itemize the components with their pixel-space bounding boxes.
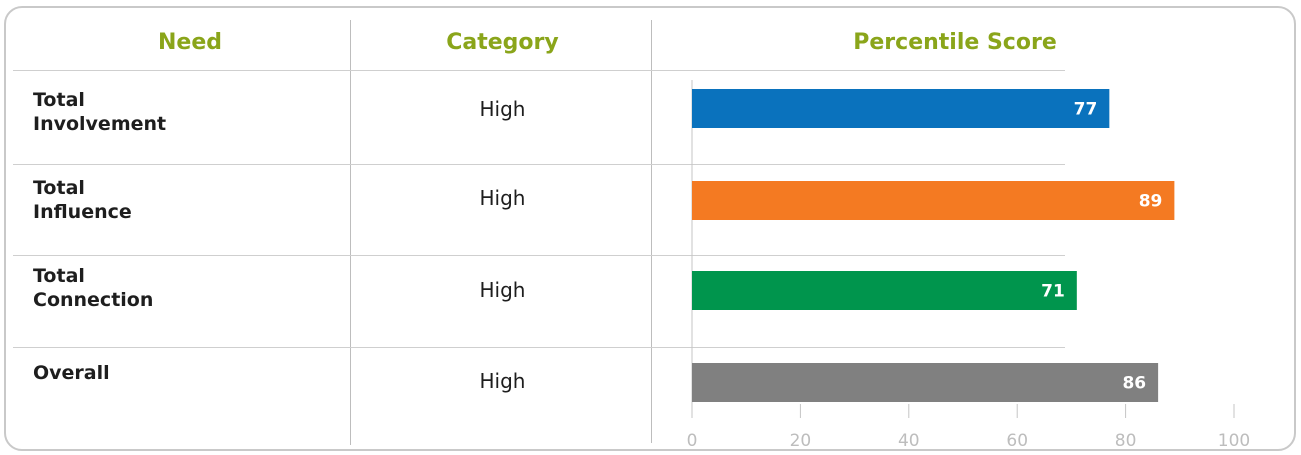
header-percentile-score: Percentile Score xyxy=(853,30,1057,55)
x-tick-label: 80 xyxy=(1115,431,1137,451)
header-category: Category xyxy=(446,30,559,55)
bar xyxy=(692,181,1175,220)
row-divider xyxy=(13,70,1065,71)
category-value: High xyxy=(479,278,526,302)
bar xyxy=(692,89,1110,128)
need-label-line1: Total xyxy=(33,265,85,287)
bar-data-label: 89 xyxy=(1139,192,1163,212)
need-label-line1: Total xyxy=(33,89,85,111)
need-label: Total Connection xyxy=(33,264,153,312)
bar xyxy=(692,271,1077,310)
row-divider xyxy=(13,255,1065,256)
bar-data-label: 86 xyxy=(1122,374,1146,394)
column-divider-2 xyxy=(651,20,652,443)
need-label-line2: Involvement xyxy=(33,113,167,135)
category-value: High xyxy=(479,369,526,393)
x-tick-label: 0 xyxy=(687,431,698,451)
x-tick-label: 60 xyxy=(1006,431,1028,451)
x-tick-label: 20 xyxy=(790,431,812,451)
need-label-line2: Influence xyxy=(33,201,132,223)
bar-data-label: 71 xyxy=(1041,282,1065,302)
need-label-line1: Overall xyxy=(33,362,110,384)
x-tick-label: 40 xyxy=(898,431,920,451)
column-divider-1 xyxy=(350,20,351,445)
need-label: Total Involvement xyxy=(33,88,166,136)
need-label-line1: Total xyxy=(33,177,85,199)
category-value: High xyxy=(479,186,526,210)
need-label: Total Influence xyxy=(33,176,132,224)
row-divider xyxy=(13,347,1065,348)
bar-data-label: 77 xyxy=(1074,100,1098,120)
need-label: Overall xyxy=(33,361,110,385)
bar xyxy=(692,363,1159,402)
category-value: High xyxy=(479,97,526,121)
need-label-line2: Connection xyxy=(33,289,154,311)
row-divider xyxy=(13,164,1065,165)
header-need: Need xyxy=(157,30,222,55)
x-tick-label: 100 xyxy=(1218,431,1250,451)
